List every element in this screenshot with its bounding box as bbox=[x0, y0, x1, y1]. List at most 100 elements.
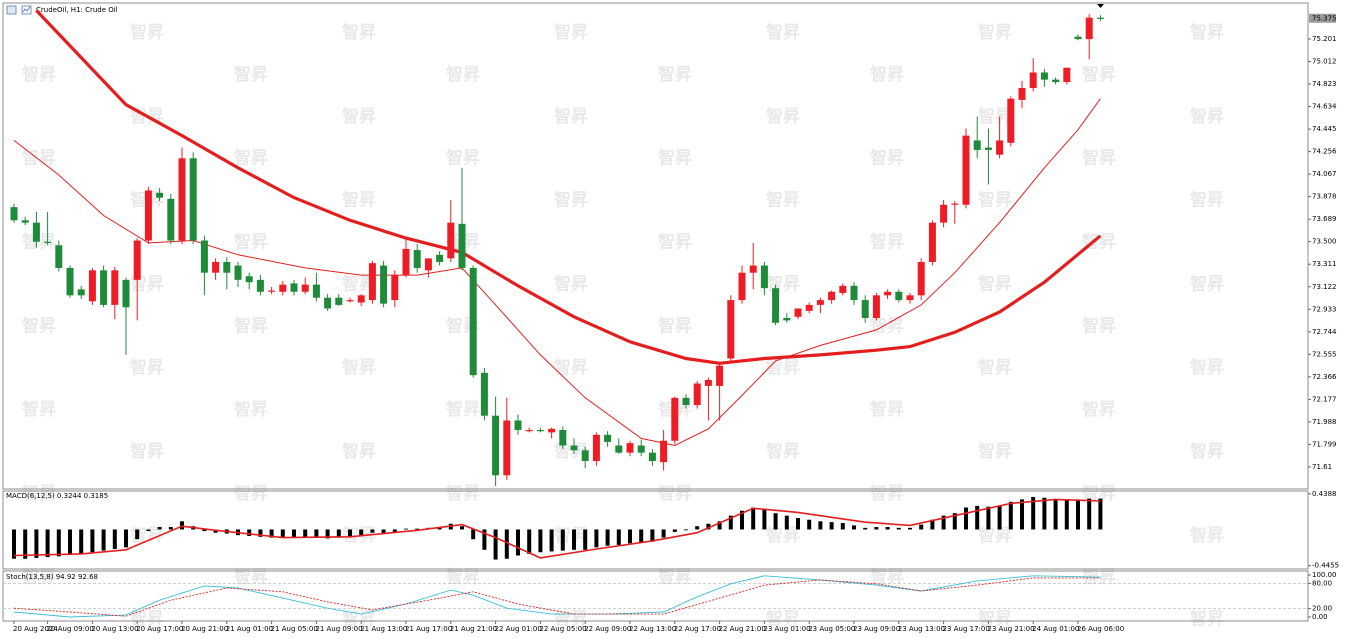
candle-body bbox=[783, 317, 791, 321]
candle-body bbox=[828, 291, 836, 301]
watermark-text: 智昇 bbox=[766, 609, 800, 630]
macd-bar bbox=[23, 529, 28, 559]
macd-bar bbox=[12, 529, 16, 559]
watermark-text: 智昇 bbox=[554, 357, 588, 378]
candle-body bbox=[973, 140, 981, 150]
current-bar-marker bbox=[1097, 4, 1104, 8]
window-icon[interactable] bbox=[6, 5, 17, 15]
x-tick-label: 21 Aug 05:00 bbox=[271, 625, 318, 633]
macd-bar bbox=[359, 529, 364, 536]
candle-body bbox=[816, 300, 824, 305]
candle-body bbox=[1074, 36, 1082, 40]
indicator-line bbox=[13, 98, 1101, 447]
indicator-line bbox=[13, 498, 1101, 559]
macd-bar bbox=[336, 529, 341, 538]
x-tick-label: 22 Aug 21:00 bbox=[719, 625, 766, 633]
macd-bar bbox=[583, 529, 588, 550]
watermark-text: 智昇 bbox=[130, 441, 164, 462]
x-tick-label: 21 Aug 09:00 bbox=[315, 625, 362, 633]
watermark-text: 智昇 bbox=[766, 106, 800, 127]
macd-bar bbox=[605, 529, 610, 546]
macd-bar bbox=[1053, 499, 1058, 530]
candle-body bbox=[290, 283, 298, 292]
macd-bar bbox=[773, 513, 778, 530]
watermark-text: 智昇 bbox=[342, 22, 376, 43]
macd-bar bbox=[818, 521, 823, 530]
x-tick-label: 22 Aug 17:00 bbox=[674, 625, 721, 633]
candle-body bbox=[234, 265, 242, 280]
watermark-text: 智昇 bbox=[658, 567, 692, 588]
macd-bar bbox=[661, 529, 666, 538]
candle-body bbox=[794, 308, 802, 317]
macd-bar bbox=[594, 529, 599, 548]
x-tick-label: 20 Aug 17:00 bbox=[136, 625, 183, 633]
y-tick-label: 73.122 bbox=[1312, 283, 1337, 291]
watermark-text: 智昇 bbox=[978, 22, 1012, 43]
watermark-text: 智昇 bbox=[446, 483, 480, 504]
y-tick-label: 74.256 bbox=[1312, 148, 1337, 156]
candle-body bbox=[245, 276, 253, 283]
macd-bar bbox=[919, 524, 924, 530]
indicator-line bbox=[35, 9, 1102, 365]
watermark-text: 智昇 bbox=[1082, 315, 1116, 336]
chart-title: CrudeOil, H1: Crude Oil bbox=[36, 6, 118, 14]
macd-bar bbox=[516, 529, 520, 556]
candle-body bbox=[301, 284, 309, 292]
x-tick-label: 22 Aug 05:00 bbox=[539, 625, 586, 633]
candle-body bbox=[895, 291, 903, 301]
macd-bar bbox=[493, 529, 498, 560]
macd-bar bbox=[471, 529, 476, 540]
candle-body bbox=[1018, 87, 1026, 100]
candle-body bbox=[357, 295, 365, 303]
macd-bar bbox=[1087, 498, 1092, 530]
y-tick-label: 73.878 bbox=[1312, 193, 1337, 201]
watermark-text: 智昇 bbox=[130, 609, 164, 630]
x-tick-label: 21 Aug 17:00 bbox=[405, 625, 452, 633]
x-tick-label: 23 Aug 13:00 bbox=[898, 625, 945, 633]
watermark-text: 智昇 bbox=[342, 357, 376, 378]
macd-bar bbox=[807, 519, 812, 530]
y-tick-label: 0.00 bbox=[1312, 613, 1328, 621]
watermark-text: 智昇 bbox=[234, 232, 268, 253]
y-tick-label: 74.634 bbox=[1312, 103, 1337, 111]
macd-bar bbox=[1098, 498, 1103, 530]
watermark-text: 智昇 bbox=[1082, 148, 1116, 169]
candle-body bbox=[1085, 17, 1093, 40]
macd-bar bbox=[56, 529, 61, 557]
macd-bar bbox=[314, 529, 319, 538]
watermark-text: 智昇 bbox=[766, 190, 800, 211]
y-tick-label: 72.366 bbox=[1312, 373, 1337, 381]
candle-body bbox=[548, 428, 556, 433]
candle-body bbox=[200, 240, 208, 273]
candle-body bbox=[133, 240, 141, 280]
watermark-text: 智昇 bbox=[658, 148, 692, 169]
x-tick-label: 24 Aug 01:00 bbox=[1032, 625, 1079, 633]
macd-bar bbox=[885, 527, 890, 530]
candle-body bbox=[503, 420, 511, 476]
candle-body bbox=[32, 222, 40, 242]
candle-body bbox=[805, 304, 813, 311]
candle-body bbox=[223, 261, 231, 273]
x-tick-label: 26 Aug 06:00 bbox=[1077, 625, 1124, 633]
x-tick-label: 20 Aug 13:00 bbox=[91, 625, 138, 633]
macd-bar bbox=[684, 529, 688, 531]
candle-body bbox=[772, 288, 780, 323]
x-tick-label: 20 Aug 2024 bbox=[13, 625, 58, 633]
candle-body bbox=[592, 434, 600, 461]
macd-bar bbox=[672, 529, 677, 532]
macd-bar bbox=[1020, 499, 1024, 530]
macd-bar bbox=[1064, 499, 1069, 530]
y-tick-label: 20.00 bbox=[1312, 605, 1332, 613]
candle-body bbox=[189, 158, 197, 241]
indicator-line bbox=[13, 575, 1101, 618]
watermark-text: 智昇 bbox=[234, 64, 268, 85]
candle-body bbox=[928, 222, 936, 262]
candle-body bbox=[312, 284, 320, 298]
candle-body bbox=[391, 275, 399, 301]
candle-body bbox=[604, 434, 612, 442]
candle-body bbox=[10, 207, 18, 221]
candle-body bbox=[536, 430, 544, 432]
macd-bar bbox=[482, 529, 487, 550]
candle-body bbox=[100, 270, 108, 305]
watermark-text: 智昇 bbox=[234, 315, 268, 336]
